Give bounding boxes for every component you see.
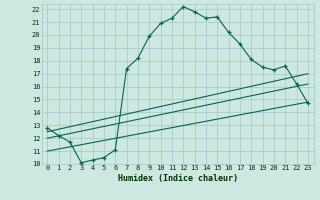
X-axis label: Humidex (Indice chaleur): Humidex (Indice chaleur)	[118, 174, 237, 183]
